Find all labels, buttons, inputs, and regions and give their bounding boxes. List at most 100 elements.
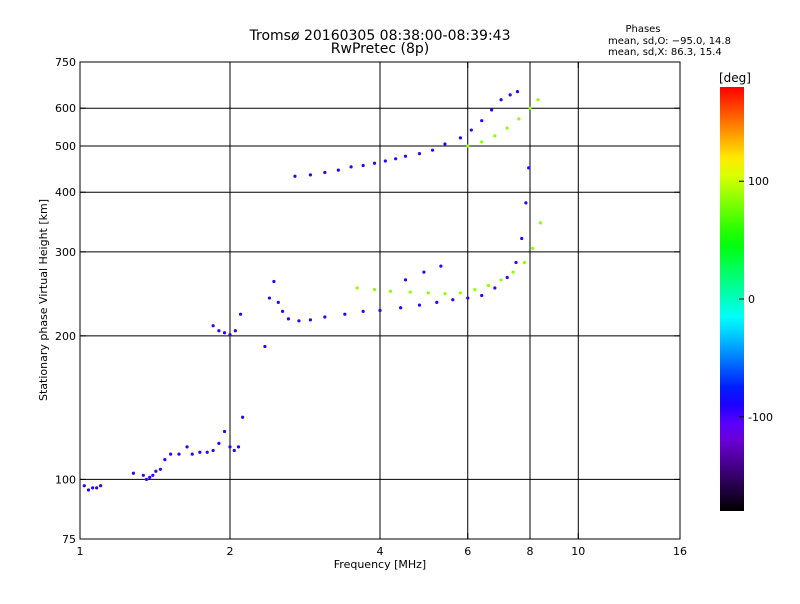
data-point (151, 473, 155, 477)
data-point (86, 488, 91, 492)
data-point (263, 344, 267, 349)
axis-ticks: 1 2 4 6 8 10 16 75 100 200 300 400 500 600 750 (55, 56, 687, 558)
data-point (515, 90, 520, 94)
data-point (536, 98, 540, 102)
data-point (505, 126, 509, 130)
data-point (511, 270, 515, 274)
y-tick-label: 300 (55, 246, 76, 259)
data-point (323, 315, 327, 319)
data-point (211, 324, 215, 328)
data-point (417, 303, 422, 307)
data-point (466, 296, 470, 300)
data-point (185, 445, 189, 449)
y-tick-label: 400 (55, 186, 76, 199)
data-point (148, 475, 152, 479)
chart-subtitle: RwPretec (8p) (331, 41, 429, 57)
data-point (355, 286, 359, 290)
data-point (439, 264, 443, 268)
x-tick-label: 6 (464, 545, 471, 558)
data-point (154, 469, 158, 473)
y-tick-label: 750 (55, 56, 76, 69)
data-points (82, 90, 543, 492)
data-point (443, 142, 447, 146)
data-point (233, 329, 237, 333)
data-point (222, 429, 227, 434)
data-point (508, 93, 512, 97)
data-point (205, 450, 209, 454)
data-point (451, 298, 455, 302)
data-point (443, 292, 447, 296)
data-point (538, 221, 543, 225)
y-tick-label: 75 (62, 533, 76, 546)
data-point (336, 168, 340, 172)
data-point (490, 108, 494, 112)
data-point (361, 309, 365, 314)
data-point (435, 300, 439, 304)
data-point (517, 117, 521, 121)
data-point (522, 260, 527, 265)
data-point (466, 144, 470, 148)
data-point (217, 441, 221, 445)
data-point (238, 312, 243, 316)
data-point (228, 445, 232, 449)
chart-title: Tromsø 20160305 08:38:00-08:39:43 (249, 28, 511, 44)
data-point (528, 106, 532, 110)
data-point (493, 286, 497, 290)
data-point (228, 333, 232, 337)
colorbar-label: [deg] (719, 71, 751, 85)
y-tick-label: 200 (55, 330, 76, 343)
data-point (241, 415, 245, 419)
stats-line-x: mean, sd,X: 86.3, 15.4 (608, 47, 722, 58)
data-point (267, 296, 272, 300)
data-point (177, 452, 181, 456)
data-point (383, 159, 387, 163)
data-point (422, 270, 426, 274)
data-point (480, 293, 484, 298)
data-point (480, 119, 484, 123)
data-point (403, 278, 408, 282)
data-point (297, 319, 301, 323)
data-point (403, 154, 408, 158)
data-point (527, 166, 531, 170)
y-axis-label: Stationary phase Virtual Height [km] (37, 199, 50, 401)
data-point (514, 260, 518, 265)
colorbar-tick-label: 100 (748, 175, 769, 188)
data-point (232, 448, 236, 453)
y-tick-label: 500 (55, 140, 76, 153)
data-point (399, 306, 403, 310)
data-point (280, 309, 285, 314)
data-point (91, 486, 95, 490)
stats-line-o: mean, sd,O: −95.0, 14.8 (608, 36, 731, 47)
data-point (417, 151, 422, 156)
data-point (222, 331, 227, 335)
x-tick-label: 16 (673, 545, 687, 558)
data-point (131, 471, 136, 475)
grid-layer (80, 62, 680, 539)
x-axis-label: Frequency [MHz] (334, 558, 426, 571)
data-point (361, 163, 365, 168)
data-point (95, 486, 99, 490)
data-point (531, 246, 535, 250)
data-point (323, 170, 327, 175)
x-tick-label: 2 (227, 545, 234, 558)
y-tick-label: 100 (55, 473, 76, 486)
x-tick-label: 4 (377, 545, 384, 558)
data-point (493, 134, 497, 138)
data-point (144, 477, 149, 481)
data-point (198, 450, 202, 454)
data-point (372, 161, 377, 165)
data-point (408, 290, 412, 294)
data-point (217, 329, 221, 333)
x-tick-label: 10 (571, 545, 585, 558)
data-point (378, 308, 382, 313)
data-point (141, 473, 145, 477)
data-point (163, 458, 167, 462)
data-point (499, 278, 503, 282)
data-point (158, 467, 163, 471)
data-point (82, 484, 86, 488)
data-point (394, 157, 398, 161)
data-point (372, 287, 377, 292)
data-point (293, 174, 297, 178)
